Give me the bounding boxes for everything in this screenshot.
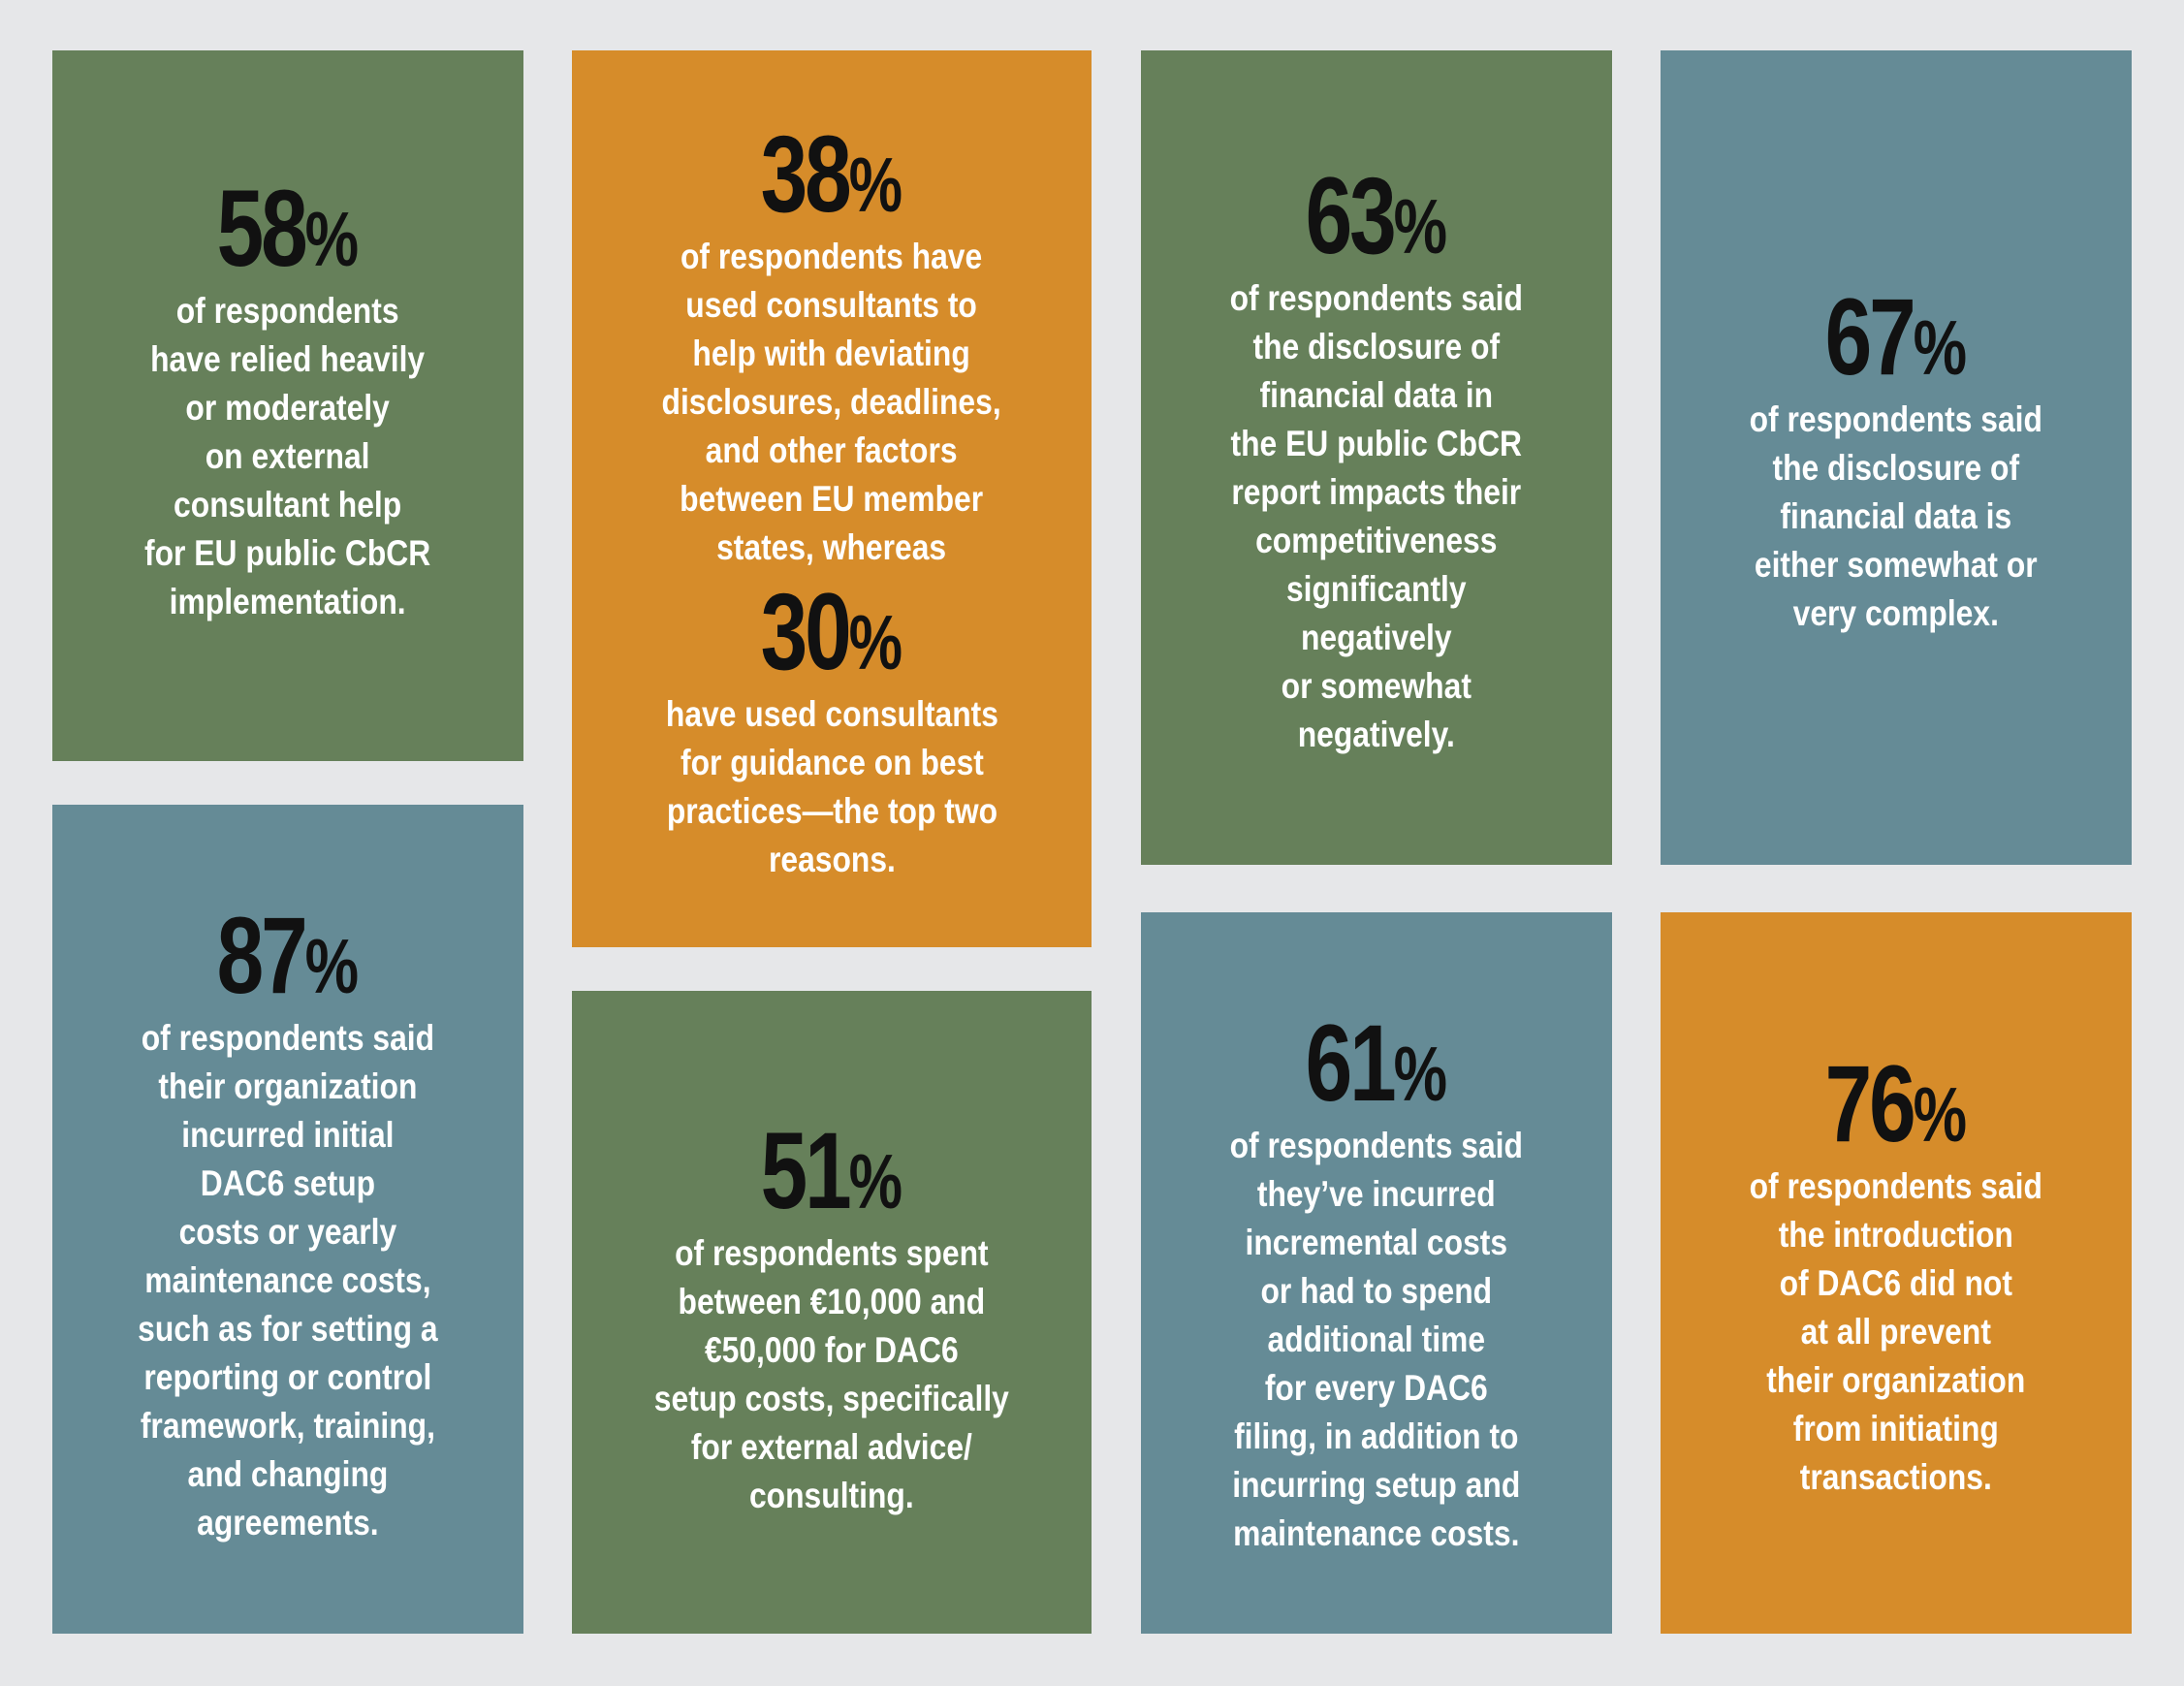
stat-description-secondary: have used consultants for guidance on be… <box>665 694 998 879</box>
stat-percentage: 51% <box>760 1110 903 1231</box>
stat-card-67: 67% of respondents said the disclosure o… <box>1661 50 2132 865</box>
stat-card-51: 51% of respondents spent between €10,000… <box>572 991 1092 1634</box>
stat-description: of respondents said their organization i… <box>138 1018 438 1543</box>
stat-block: 87% of respondents said their organizati… <box>113 902 462 1547</box>
percent-sign: % <box>848 599 903 685</box>
stat-percentage: 38% <box>760 113 903 235</box>
stat-percentage: 61% <box>1305 1002 1448 1124</box>
stat-block: 61% of respondents said they’ve incurred… <box>1206 1009 1547 1558</box>
stat-percentage: 67% <box>1824 276 1968 398</box>
stat-percentage: 63% <box>1305 155 1448 276</box>
stat-block: 63% of respondents said the disclosure o… <box>1206 162 1547 759</box>
stat-card-76: 76% of respondents said the introduction… <box>1661 912 2132 1634</box>
stat-description: of respondents said they’ve incurred inc… <box>1229 1126 1524 1553</box>
stat-block-secondary: 30% have used consultants for guidance o… <box>639 578 1026 884</box>
percent-sign: % <box>1393 183 1448 270</box>
stat-description: of respondents spent between €10,000 and… <box>653 1233 1010 1515</box>
percent-sign: % <box>1393 1031 1448 1117</box>
stat-card-38-30: 38% of respondents have used consultants… <box>572 50 1092 947</box>
stat-block: 58% of respondents have relied heavily o… <box>121 175 454 626</box>
stat-percentage: 58% <box>216 168 360 289</box>
percent-sign: % <box>1913 1071 1968 1158</box>
stat-percentage: 76% <box>1824 1043 1968 1164</box>
stat-card-63: 63% of respondents said the disclosure o… <box>1141 50 1612 865</box>
percent-sign: % <box>848 1138 903 1225</box>
percent-sign: % <box>848 142 903 228</box>
stat-card-87: 87% of respondents said their organizati… <box>52 805 523 1634</box>
stat-block: 76% of respondents said the introduction… <box>1725 1050 2067 1502</box>
stat-card-58: 58% of respondents have relied heavily o… <box>52 50 523 761</box>
stat-card-61: 61% of respondents said they’ve incurred… <box>1141 912 1612 1634</box>
stat-percentage-secondary: 30% <box>760 571 903 692</box>
stat-description: of respondents have used consultants to … <box>661 237 1002 567</box>
percent-sign: % <box>304 196 360 282</box>
percent-sign: % <box>304 923 360 1009</box>
stat-block: 38% of respondents have used consultants… <box>634 120 1029 572</box>
stat-description: of respondents said the disclosure of fi… <box>1749 399 2043 633</box>
stat-description: of respondents said the disclosure of fi… <box>1229 278 1524 754</box>
stat-description: of respondents have relied heavily or mo… <box>144 291 431 621</box>
stat-block: 67% of respondents said the disclosure o… <box>1725 283 2067 638</box>
stat-block: 51% of respondents spent between €10,000… <box>625 1117 1038 1520</box>
percent-sign: % <box>1913 304 1968 391</box>
stat-description: of respondents said the introduction of … <box>1749 1166 2043 1497</box>
stat-percentage: 87% <box>216 895 360 1016</box>
